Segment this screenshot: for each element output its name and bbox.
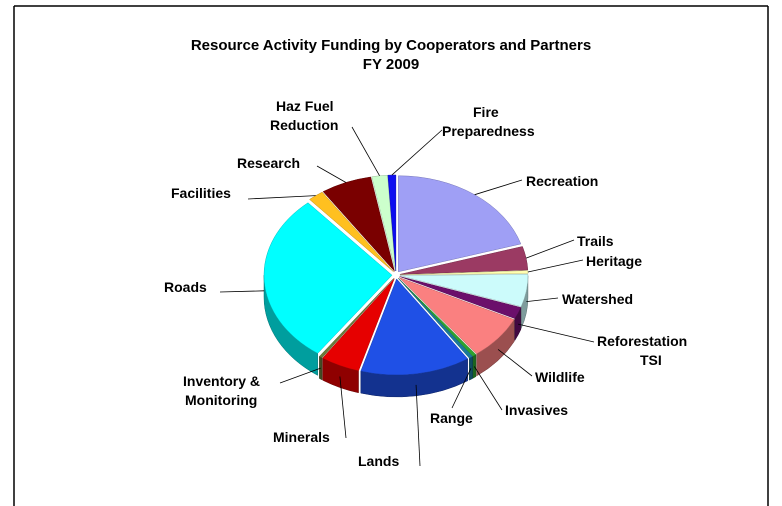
- leader-trails: [525, 239, 575, 259]
- label-inventory-line1: Inventory &: [183, 373, 260, 389]
- slice-side-invasives: [472, 354, 477, 379]
- label-hazfuel-line1: Haz Fuel: [276, 98, 334, 114]
- leader-facilities: [247, 195, 316, 200]
- chart-subtitle: FY 2009: [362, 56, 420, 73]
- leader-fire-preparedness: [391, 129, 443, 176]
- label-reforestation-line1: Reforestation: [597, 333, 687, 349]
- leader-recreation: [474, 179, 523, 196]
- slice-range: [398, 278, 474, 359]
- slice-minerals: [322, 278, 395, 372]
- slice-facilities: [309, 191, 394, 273]
- label-fire-line1: Fire: [473, 104, 499, 120]
- slice-roads: [263, 202, 393, 354]
- slice-recreation: [398, 175, 522, 273]
- leader-watershed: [526, 297, 559, 303]
- label-lands: Lands: [358, 453, 399, 469]
- label-hazfuel-line2: Reduction: [270, 117, 338, 133]
- chart-title: Resource Activity Funding by Cooperators…: [190, 37, 592, 54]
- leader-range: [451, 368, 472, 409]
- leader-wildlife: [497, 349, 533, 377]
- label-invasives: Invasives: [505, 402, 568, 418]
- label-trails: Trails: [577, 233, 614, 249]
- leader-research: [316, 165, 347, 183]
- label-fire-line2: Preparedness: [442, 123, 535, 139]
- label-roads: Roads: [164, 279, 207, 295]
- slice-side-range: [469, 356, 473, 381]
- slice-fire-preparedness: [387, 174, 397, 272]
- leader-invasives: [473, 366, 503, 411]
- slice-wildlife: [398, 277, 515, 355]
- leader-reforestation-tsi: [517, 323, 595, 343]
- leader-inventory-monitoring: [279, 367, 321, 384]
- leader-lands: [415, 384, 421, 467]
- label-minerals: Minerals: [273, 429, 330, 445]
- leader-minerals: [339, 376, 347, 439]
- slice-haz-fuel-reduction: [371, 174, 396, 272]
- label-recreation: Recreation: [526, 173, 598, 189]
- label-research: Research: [237, 155, 300, 171]
- label-heritage: Heritage: [586, 253, 642, 269]
- slice-reforestation-tsi: [399, 276, 522, 319]
- leader-heritage: [527, 259, 584, 273]
- slice-inventory-monitoring: [318, 278, 394, 359]
- label-inventory-line2: Monitoring: [185, 392, 257, 408]
- label-wildlife: Wildlife: [535, 369, 585, 385]
- slice-watershed: [399, 274, 529, 307]
- label-facilities: Facilities: [171, 185, 231, 201]
- slice-lands: [360, 278, 469, 376]
- leader-haz-fuel-reduction: [351, 126, 380, 176]
- label-reforestation-line2: TSI: [640, 352, 662, 368]
- leader-roads: [219, 290, 265, 293]
- label-watershed: Watershed: [562, 291, 633, 307]
- label-range: Range: [430, 410, 473, 426]
